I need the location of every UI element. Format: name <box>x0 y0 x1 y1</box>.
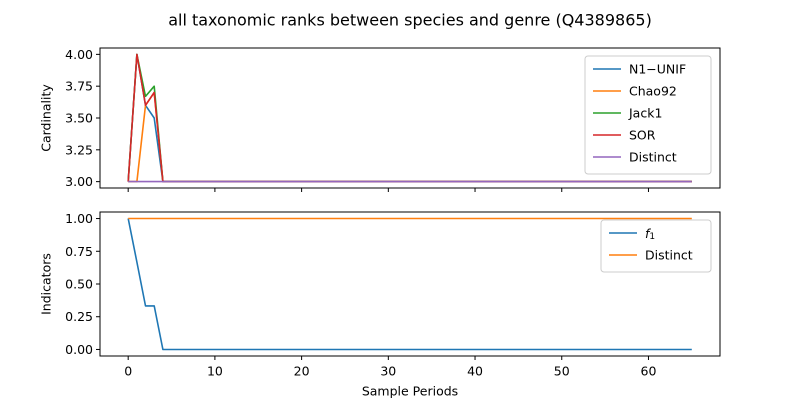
top-y-tick-label: 3.75 <box>65 79 93 94</box>
bottom-y-tick-label: 0.00 <box>65 342 93 357</box>
bottom-x-tick-label: 30 <box>380 364 396 379</box>
top-legend-label: SOR <box>629 128 656 143</box>
bottom-y-tick-label: 1.00 <box>65 211 93 226</box>
top-y-tick-label: 3.25 <box>65 142 93 157</box>
bottom-x-tick-label: 40 <box>467 364 483 379</box>
bottom-x-tick-label: 60 <box>641 364 657 379</box>
top-y-tick-label: 3.00 <box>65 174 93 189</box>
x-axis-label: Sample Periods <box>362 384 458 399</box>
top-panel: 3.00 3.25 3.50 3.75 4.00 Cardinality N1−UNIF… <box>39 47 721 192</box>
top-y-tick-label: 4.00 <box>65 47 93 62</box>
bottom-legend-label: Distinct <box>645 248 693 263</box>
bottom-series-line-0 <box>127 218 692 351</box>
bottom-legend-box <box>600 219 712 273</box>
bottom-panel: 0 10 20 30 40 50 60 0.00 0.25 0.50 0.75 1.00 Indica… <box>39 211 721 399</box>
top-y-axis-label: Cardinality <box>39 84 54 152</box>
bottom-legend: f1 Distinct <box>600 219 712 273</box>
bottom-x-tick-label: 50 <box>554 364 570 379</box>
top-legend-box <box>584 55 712 175</box>
bottom-x-tick-label: 0 <box>124 364 132 379</box>
top-legend-label: Jack1 <box>628 106 662 121</box>
bottom-y-tick-label: 0.75 <box>65 244 93 259</box>
top-y-tick-label: 3.50 <box>65 111 93 126</box>
top-legend: N1−UNIF Chao92 Jack1 SOR Distinct <box>584 55 712 175</box>
top-legend-label: Chao92 <box>629 84 677 99</box>
top-plot-content <box>127 53 692 183</box>
bottom-axis-ticks: 0 10 20 30 40 50 60 0.00 0.25 0.50 0.75 1.00 <box>65 211 656 378</box>
top-legend-label: Distinct <box>629 150 677 165</box>
top-axis-ticks: 3.00 3.25 3.50 3.75 4.00 <box>65 47 649 192</box>
bottom-y-tick-label: 0.25 <box>65 309 93 324</box>
bottom-legend-label: f1 <box>645 226 655 243</box>
bottom-y-tick-label: 0.50 <box>65 277 93 292</box>
chart-title: all taxonomic ranks between species and … <box>168 11 652 30</box>
bottom-y-axis-label: Indicators <box>39 253 54 315</box>
bottom-plot-content <box>127 217 692 351</box>
top-legend-label: N1−UNIF <box>629 62 686 77</box>
bottom-x-tick-label: 10 <box>207 364 223 379</box>
bottom-x-tick-label: 20 <box>294 364 310 379</box>
